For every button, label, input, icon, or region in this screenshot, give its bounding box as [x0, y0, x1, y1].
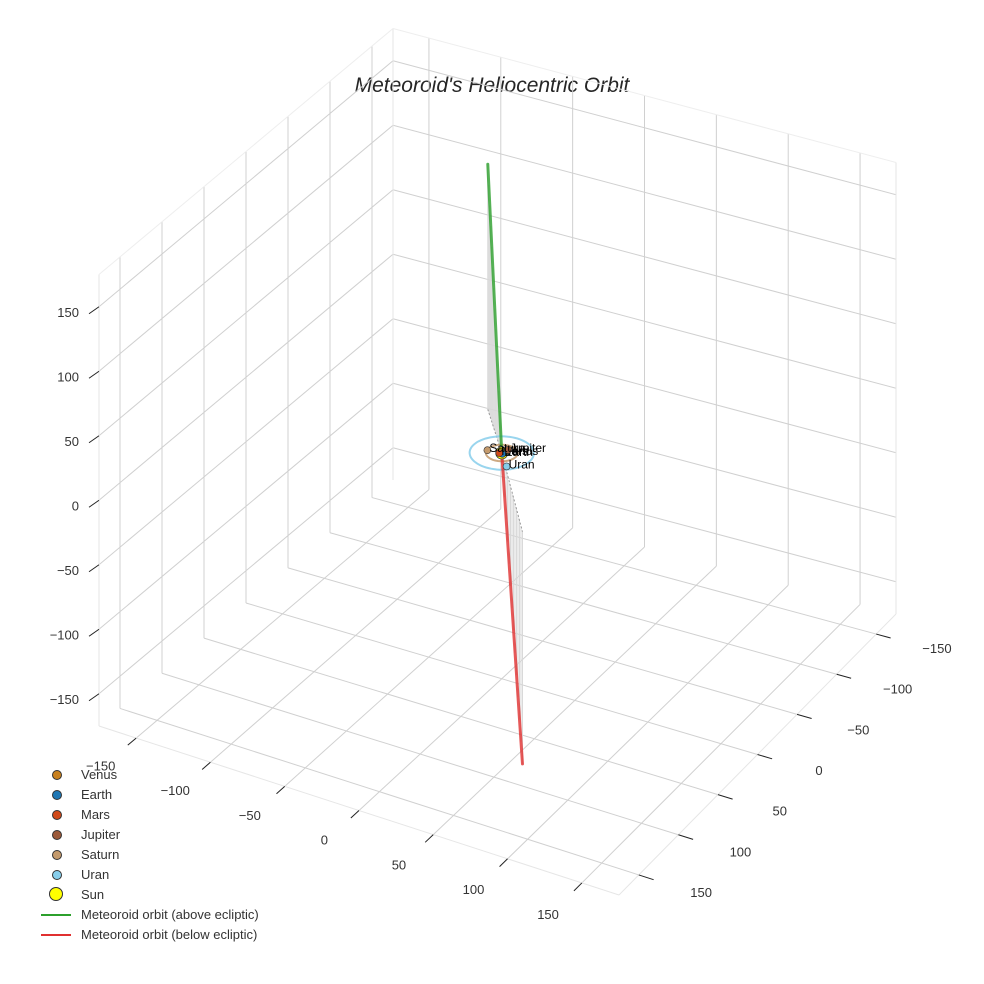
planet-marker-saturn	[483, 446, 492, 455]
legend-label: Saturn	[81, 847, 120, 862]
axis-ticks: −150 −100 −50 0 50 100 150 −150 −100 −50 0 50 100 150…	[50, 305, 952, 922]
z-tick-label: 100	[57, 369, 79, 384]
legend-marker-icon	[52, 850, 62, 860]
legend-line-icon	[41, 934, 71, 936]
z-tick-label: −50	[57, 563, 79, 578]
y-tick-label: 0	[815, 763, 822, 778]
x-tick-label: −50	[239, 808, 261, 823]
x-tick-label: −150	[86, 758, 115, 773]
legend-marker-icon	[52, 830, 62, 840]
meteoroid-orbit-line	[500, 451, 524, 766]
x-tick-label: −100	[161, 783, 190, 798]
planet-label-jupiter: Jupiter	[510, 441, 546, 455]
y-tick-label: −150	[922, 641, 951, 656]
meteoroid-orbit-line	[486, 162, 504, 455]
y-tick-label: 150	[690, 885, 712, 900]
legend-marker-icon	[52, 770, 62, 780]
y-tick-label: −100	[883, 682, 912, 697]
chart-title: Meteoroid's Heliocentric Orbit	[354, 74, 630, 97]
axis-grid	[98, 28, 897, 896]
y-tick-label: 50	[772, 804, 786, 819]
planet-label-uran: Uran	[509, 457, 535, 471]
x-tick-label: 150	[537, 907, 559, 922]
planet-label-saturn: Saturn	[489, 441, 524, 455]
legend-label: Meteoroid orbit (above ecliptic)	[81, 907, 259, 922]
meteoroid-orbit-lines	[486, 162, 524, 766]
legend-marker-icon	[52, 790, 62, 800]
legend-label: Venus	[81, 767, 118, 782]
legend-label: Jupiter	[81, 827, 121, 842]
x-tick-label: 50	[392, 857, 406, 872]
planet-marker-uran	[502, 462, 511, 471]
x-tick-label: 100	[463, 882, 485, 897]
z-tick-label: 150	[57, 305, 79, 320]
planet-marker-jupiter	[504, 446, 512, 454]
legend-label: Earth	[81, 787, 113, 802]
planet-label-venus: Venus	[505, 444, 538, 458]
x-tick-label: 0	[321, 833, 328, 848]
planet-marker-mars	[495, 449, 504, 457]
z-tick-label: −150	[50, 692, 79, 707]
z-tick-label: 50	[65, 434, 79, 449]
legend-marker-icon	[49, 887, 63, 901]
legend-marker-icon	[52, 810, 62, 820]
legend-label: Sun	[81, 887, 105, 902]
planet-label-earth: Earth	[504, 445, 533, 459]
legend-label: Uran	[81, 867, 110, 882]
z-tick-label: −100	[50, 627, 79, 642]
legend-line-icon	[41, 914, 71, 916]
y-tick-label: 100	[730, 844, 752, 859]
y-tick-label: −50	[847, 722, 869, 737]
legend-label: Meteoroid orbit (below ecliptic)	[81, 927, 258, 942]
legend-label: Mars	[81, 807, 110, 822]
legend-marker-icon	[52, 870, 62, 880]
z-tick-label: 0	[72, 498, 79, 513]
